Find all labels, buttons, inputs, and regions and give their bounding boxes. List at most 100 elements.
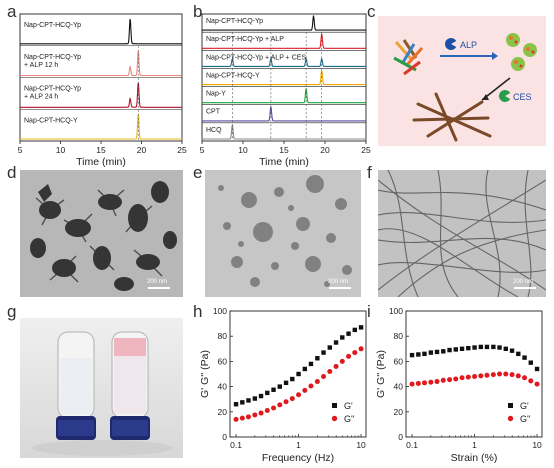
- trace-label: Nap-CPT-HCQ-Yp: [206, 18, 263, 25]
- panel-letter-e: e: [193, 163, 203, 182]
- data-point: [409, 381, 415, 387]
- panel-letter-h: h: [193, 302, 203, 321]
- x-axis-title: Time (min): [76, 156, 126, 168]
- trace-line: [202, 88, 366, 104]
- data-point: [509, 372, 515, 378]
- data-point: [308, 383, 314, 389]
- x-tick-label: 25: [361, 145, 371, 155]
- data-point: [258, 393, 264, 399]
- vials-drawing: [20, 318, 183, 458]
- x-tick-label: 1: [472, 440, 477, 450]
- data-point: [346, 331, 351, 336]
- legend-label: G'': [344, 414, 355, 424]
- data-point: [534, 366, 540, 372]
- trace-line: [20, 114, 182, 140]
- data-point: [233, 416, 239, 422]
- scale-label-e: 200 nm: [328, 279, 349, 285]
- data-point: [434, 379, 440, 385]
- x-tick-label: 0.1: [406, 440, 418, 450]
- y-tick-label: 60: [218, 356, 228, 366]
- nanoparticle-icon: [506, 33, 537, 71]
- tem-f-texture: [378, 170, 546, 297]
- y-tick-label: 80: [394, 331, 404, 341]
- data-point: [516, 351, 521, 357]
- y-tick-label: 0: [222, 432, 227, 442]
- y-tick-label: 100: [213, 306, 227, 316]
- trace-line: [202, 15, 366, 31]
- x-tick-label: 10: [356, 440, 366, 450]
- panel-letter-c: c: [367, 2, 376, 21]
- data-point: [503, 346, 508, 351]
- data-point: [321, 350, 326, 355]
- scheme-c-drawing: ALP CES: [393, 33, 537, 142]
- data-point: [339, 358, 345, 364]
- data-point: [277, 402, 283, 408]
- data-point: [453, 347, 458, 352]
- trace-label: Nap-Y: [206, 91, 226, 98]
- data-point: [308, 361, 314, 367]
- data-point: [415, 380, 421, 386]
- data-point: [252, 412, 258, 418]
- y-tick-label: 100: [389, 306, 403, 316]
- data-point: [239, 415, 245, 421]
- data-point: [478, 344, 484, 350]
- tem-d-texture: [20, 170, 183, 297]
- x-tick-label: 20: [137, 145, 147, 155]
- data-point: [296, 392, 302, 398]
- data-point: [302, 366, 308, 372]
- data-point: [258, 410, 264, 416]
- data-point: [428, 350, 434, 355]
- legend-marker: [332, 403, 337, 408]
- data-point: [522, 375, 528, 381]
- trace-label: Nap-CPT-HCQ-Y: [24, 117, 78, 124]
- data-point: [421, 380, 427, 386]
- data-point: [484, 344, 490, 350]
- panel-letter-a: a: [7, 2, 17, 21]
- x-axis-title: Strain (%): [451, 452, 498, 464]
- data-point: [265, 390, 270, 396]
- ces-label: CES: [513, 92, 532, 102]
- plot-frame: [229, 310, 367, 438]
- legend-marker: [508, 403, 513, 408]
- scheme-c: ALP CES: [378, 16, 546, 146]
- trace-line: [202, 106, 366, 122]
- data-point: [491, 344, 496, 350]
- data-point: [358, 325, 364, 330]
- trace-label: Nap-CPT-HCQ-Yp: [24, 54, 81, 61]
- data-point: [283, 380, 289, 386]
- data-point: [478, 373, 484, 379]
- trace-label: Nap-CPT-HCQ-Yp: [24, 86, 81, 93]
- data-point: [290, 376, 295, 382]
- y-axis-title: G' G'' (Pa): [375, 350, 387, 398]
- photo-g-vials: [20, 318, 183, 458]
- y-tick-label: 20: [394, 407, 404, 417]
- data-point: [434, 349, 440, 355]
- data-point: [315, 356, 320, 361]
- data-point: [314, 379, 320, 385]
- data-point: [509, 348, 515, 353]
- data-point: [534, 381, 540, 387]
- panel-letter-b: b: [193, 2, 203, 21]
- data-point: [333, 363, 339, 369]
- x-tick-label: 15: [279, 145, 289, 155]
- data-point: [428, 379, 434, 385]
- molecule-cluster-icon: [393, 39, 424, 76]
- vial-left-icon: [56, 331, 96, 440]
- data-point: [515, 373, 521, 379]
- x-tick-label: 10: [238, 145, 248, 155]
- data-point: [522, 355, 527, 360]
- x-tick-label: 5: [18, 145, 23, 155]
- panel-letter-g: g: [7, 302, 17, 321]
- data-point: [441, 349, 446, 354]
- trace-line: [202, 56, 366, 67]
- data-point: [233, 402, 239, 407]
- data-point: [264, 408, 270, 414]
- y-tick-label: 60: [394, 356, 404, 366]
- data-point: [246, 398, 251, 403]
- data-point: [289, 396, 295, 402]
- x-tick-label: 10: [56, 145, 66, 155]
- alp-label: ALP: [460, 40, 477, 50]
- panel-letter-f: f: [367, 163, 372, 182]
- x-axis-title: Frequency (Hz): [262, 452, 334, 464]
